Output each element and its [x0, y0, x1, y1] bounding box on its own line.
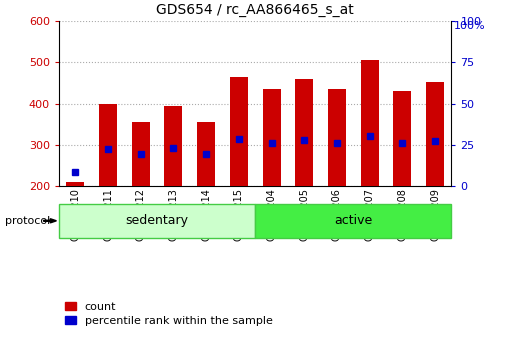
- Bar: [230, 77, 248, 186]
- Bar: [66, 182, 84, 186]
- Bar: [255, 204, 451, 238]
- Title: GDS654 / rc_AA866465_s_at: GDS654 / rc_AA866465_s_at: [156, 3, 354, 17]
- Bar: [59, 204, 255, 238]
- Legend: count, percentile rank within the sample: count, percentile rank within the sample: [65, 302, 272, 326]
- Bar: [263, 89, 281, 186]
- Bar: [426, 81, 444, 186]
- Text: sedentary: sedentary: [126, 214, 189, 227]
- Bar: [361, 60, 379, 186]
- Bar: [99, 104, 117, 186]
- Text: 100%: 100%: [454, 21, 486, 31]
- Bar: [295, 79, 313, 186]
- Bar: [165, 106, 183, 186]
- Bar: [393, 91, 411, 186]
- Text: protocol: protocol: [5, 216, 50, 226]
- Bar: [132, 122, 150, 186]
- Bar: [197, 122, 215, 186]
- Text: active: active: [334, 214, 372, 227]
- Bar: [328, 89, 346, 186]
